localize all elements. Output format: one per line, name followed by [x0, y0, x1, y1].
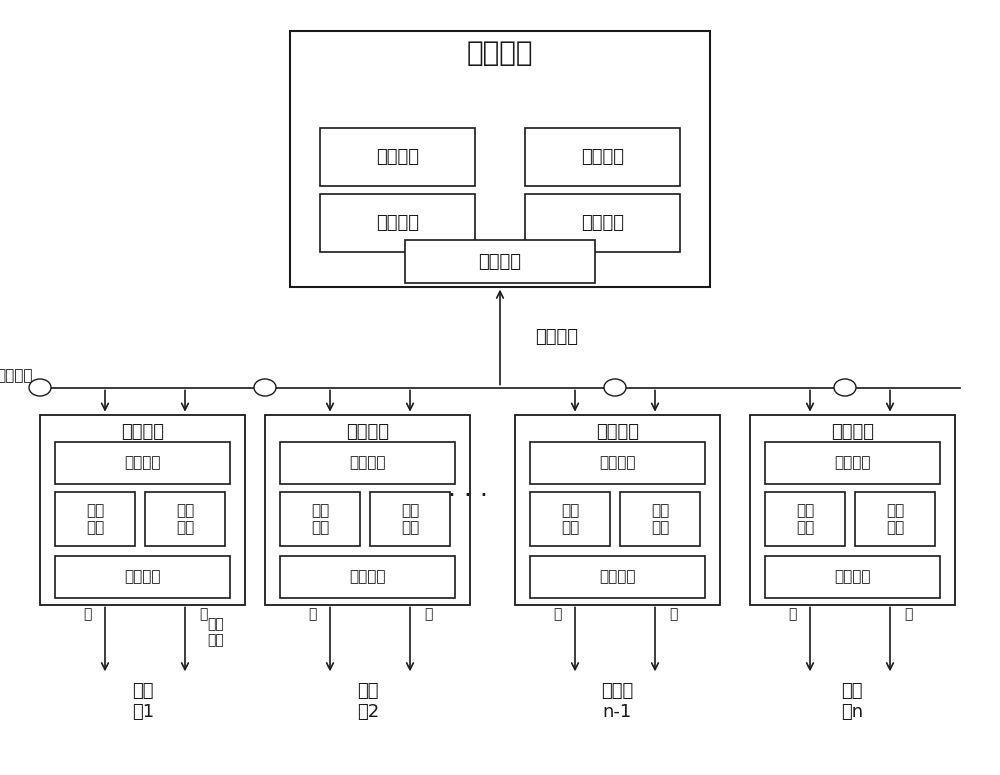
Text: 单相
输出: 单相 输出 [207, 617, 224, 647]
Text: 收发模块: 收发模块 [376, 214, 419, 232]
Bar [145, 492, 225, 546]
Text: 采集
模块: 采集 模块 [886, 503, 904, 536]
Text: 换相模块: 换相模块 [599, 570, 636, 584]
Text: 通信模块: 通信模块 [479, 253, 522, 270]
Text: 高: 高 [199, 608, 207, 622]
Bar [265, 415, 470, 604]
Text: 类型标识: 类型标识 [599, 456, 636, 470]
Text: 类型标识: 类型标识 [124, 456, 161, 470]
Text: 用户端
n-1: 用户端 n-1 [601, 682, 633, 721]
Circle shape [254, 379, 276, 396]
Text: 类型标识: 类型标识 [834, 456, 871, 470]
Text: 高: 高 [669, 608, 677, 622]
Bar [290, 31, 710, 287]
Text: 换相模块: 换相模块 [834, 570, 871, 584]
Bar [320, 194, 475, 252]
Bar [55, 556, 230, 598]
Text: 高: 高 [904, 608, 912, 622]
Circle shape [604, 379, 626, 396]
Bar [280, 442, 455, 484]
Text: 通信
模块: 通信 模块 [561, 503, 579, 536]
Text: 采集
模块: 采集 模块 [651, 503, 669, 536]
Bar [55, 492, 135, 546]
Text: 低: 低 [553, 608, 561, 622]
Text: 通信
模块: 通信 模块 [86, 503, 104, 536]
Text: 低: 低 [788, 608, 796, 622]
Bar [515, 415, 720, 604]
Bar [530, 442, 705, 484]
Bar [765, 556, 940, 598]
Bar [765, 492, 845, 546]
Text: 换相装置: 换相装置 [831, 422, 874, 441]
Text: 采集
模块: 采集 模块 [176, 503, 194, 536]
Bar [405, 240, 595, 283]
Text: 低: 低 [83, 608, 91, 622]
Circle shape [834, 379, 856, 396]
Bar [620, 492, 700, 546]
Bar [280, 492, 360, 546]
Text: 换相装置: 换相装置 [121, 422, 164, 441]
Bar [370, 492, 450, 546]
Text: 换相模块: 换相模块 [124, 570, 161, 584]
Text: 高: 高 [424, 608, 432, 622]
Bar [320, 128, 475, 186]
Text: 换相装置: 换相装置 [596, 422, 639, 441]
Circle shape [29, 379, 51, 396]
Text: 用户
端n: 用户 端n [841, 682, 863, 721]
Text: 通信
模块: 通信 模块 [796, 503, 814, 536]
Text: 通信信道: 通信信道 [535, 328, 578, 346]
Bar [55, 442, 230, 484]
Text: 用户
端2: 用户 端2 [357, 682, 379, 721]
Text: 三相输入: 三相输入 [0, 368, 33, 384]
Text: 采集
模块: 采集 模块 [401, 503, 419, 536]
Bar [280, 556, 455, 598]
Bar [765, 442, 940, 484]
Bar [530, 556, 705, 598]
Bar [855, 492, 935, 546]
Bar [530, 492, 610, 546]
Text: 类型标识: 类型标识 [349, 456, 386, 470]
Text: · · ·: · · · [448, 484, 488, 508]
Text: 换相装置: 换相装置 [346, 422, 389, 441]
Text: 接入模块: 接入模块 [581, 148, 624, 166]
Bar [525, 194, 680, 252]
Text: 控制主站: 控制主站 [467, 39, 533, 67]
Text: 低: 低 [308, 608, 316, 622]
Bar [750, 415, 955, 604]
Bar [40, 415, 245, 604]
Text: 换相模块: 换相模块 [349, 570, 386, 584]
Text: 通信
模块: 通信 模块 [311, 503, 329, 536]
Bar [525, 128, 680, 186]
Text: 平衡模块: 平衡模块 [376, 148, 419, 166]
Text: 获取模块: 获取模块 [581, 214, 624, 232]
Text: 用户
端1: 用户 端1 [132, 682, 154, 721]
